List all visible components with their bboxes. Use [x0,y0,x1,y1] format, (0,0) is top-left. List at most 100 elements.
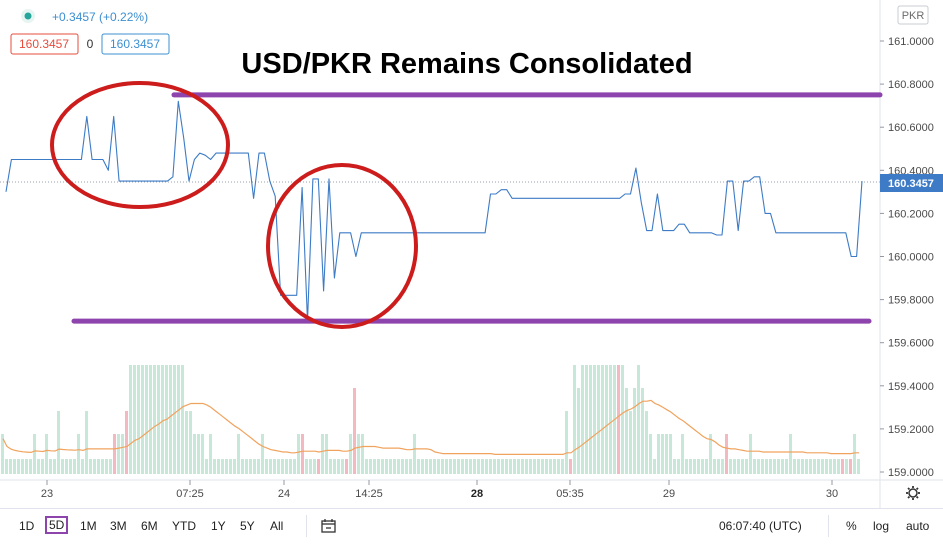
volume-bar [469,459,472,474]
volume-bar [97,459,100,474]
clock-utc[interactable]: 06:07:40 (UTC) [719,519,802,533]
volume-bar [837,459,840,474]
live-status-dot [24,12,32,20]
volume-bar [29,459,32,474]
volume-bar [633,388,636,474]
date-range-icon[interactable] [320,518,338,534]
volume-bar [717,459,720,474]
volume-bar [753,459,756,474]
y-tick-label: 159.2000 [888,424,934,436]
volume-bar [705,459,708,474]
log-toggle[interactable]: log [873,519,890,533]
volume-bar [429,459,432,474]
volume-bar [461,459,464,474]
volume-bar [473,459,476,474]
volume-bar [653,459,656,474]
x-tick-label: 05:35 [556,488,584,500]
volume-bar [141,365,144,474]
volume-bar [25,459,28,474]
volume-bar [33,434,36,474]
volume-bar [129,365,132,474]
y-tick-label: 159.4000 [888,381,934,393]
volume-bar [17,459,20,474]
volume-bar [617,365,620,474]
chart-area[interactable]: USD/PKR Remains Consolidated 161.0000 160… [0,0,943,508]
volume-bar [477,459,480,474]
price-series-line [5,100,863,322]
volume-bar [529,459,532,474]
volume-bar [245,459,248,474]
volume-bar [533,459,536,474]
volume-bar [701,459,704,474]
volume-bar [125,411,128,474]
volume-bar [773,459,776,474]
volume-bar [109,459,112,474]
volume-bar [825,459,828,474]
volume-bar [665,434,668,474]
settings-gear-icon[interactable] [906,486,920,500]
x-tick-label: 07:25 [176,488,204,500]
volume-bar [433,459,436,474]
percent-toggle[interactable]: % [846,519,857,533]
volume-bar [393,459,396,474]
volume-bar [49,459,52,474]
volume-bar [801,459,804,474]
volume-bar [221,459,224,474]
volume-bar [409,459,412,474]
volume-bar [389,459,392,474]
volume-bar [145,365,148,474]
volume-bar [713,459,716,474]
volume-bar [417,459,420,474]
volume-bar [225,459,228,474]
timeframe-6m[interactable]: 6M [141,519,158,533]
volume-bar [793,459,796,474]
volume-bar [437,459,440,474]
volume-bar [817,459,820,474]
volume-bar [465,459,468,474]
volume-bar [565,411,568,474]
auto-toggle[interactable]: auto [906,519,930,533]
volume-bar [289,459,292,474]
volume-bar [421,459,424,474]
volume-bar [785,459,788,474]
volume-bar [721,459,724,474]
volume-bar [349,434,352,474]
volume-bar [213,459,216,474]
bid-box[interactable] [10,33,79,55]
x-axis: 23 07:25 24 14:25 28 05:35 29 30 [41,480,838,500]
ask-box[interactable] [101,33,170,55]
bottom-toolbar: 1D 5D 1M 3M 6M YTD 1Y 5Y All 06:07:40 (U… [0,508,943,544]
volume-bar [365,459,368,474]
timeframe-1y[interactable]: 1Y [211,519,226,533]
timeframe-all[interactable]: All [270,519,284,533]
volume-bar [453,459,456,474]
volume-bar [373,459,376,474]
volume-bar [585,365,588,474]
volume-bar [277,459,280,474]
volume-bar [13,459,16,474]
volume-bar [301,434,304,474]
x-tick-label: 24 [278,488,290,500]
volume-bar [425,459,428,474]
volume-bar [257,459,260,474]
volume-bar [741,459,744,474]
volume-bar [517,459,520,474]
timeframe-ytd[interactable]: YTD [172,519,196,533]
volume-bar [265,459,268,474]
volume-bar [273,459,276,474]
volume-bar [681,434,684,474]
volume-bar [573,365,576,474]
timeframe-5d[interactable]: 5D [45,516,69,534]
volume-bar [505,459,508,474]
volume-bar [589,365,592,474]
y-tick-label: 160.6000 [888,122,934,134]
volume-bar [693,459,696,474]
volume-bar [329,459,332,474]
volume-bar [525,459,528,474]
timeframe-3m[interactable]: 3M [110,519,127,533]
volume-bar [249,459,252,474]
timeframe-5y[interactable]: 5Y [240,519,255,533]
timeframe-1d[interactable]: 1D [19,519,35,533]
volume-bar [853,434,856,474]
timeframe-1m[interactable]: 1M [80,519,97,533]
